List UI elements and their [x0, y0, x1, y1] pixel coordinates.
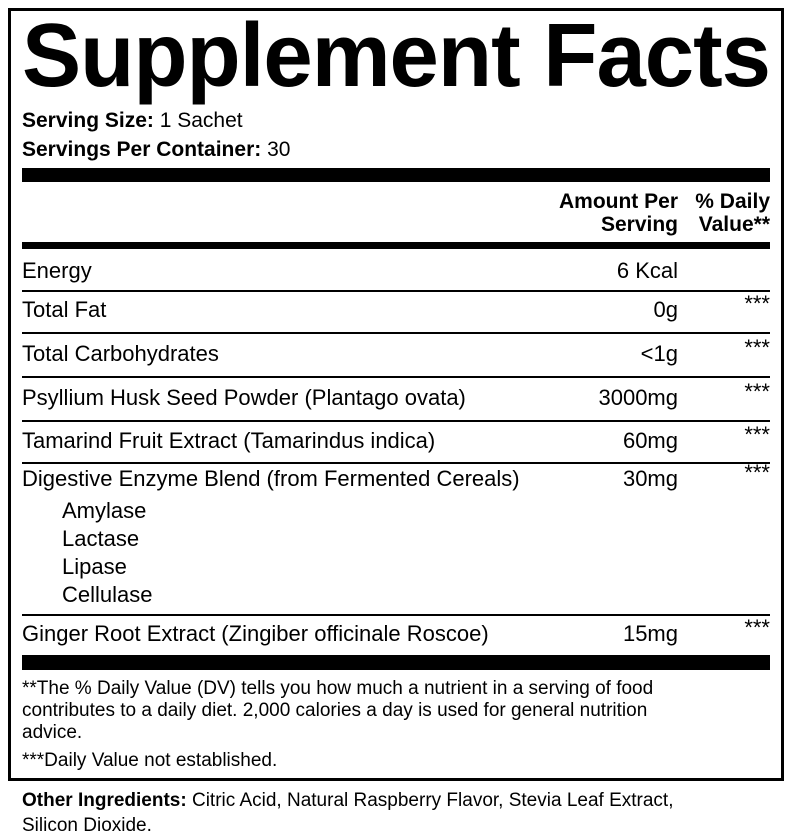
serving-size-label: Serving Size: [22, 109, 154, 132]
nutrient-amount: 60mg [622, 428, 678, 453]
nutrient-name: Energy [22, 258, 92, 283]
nutrient-name: Total Carbohydrates [22, 341, 219, 366]
amount-header: Amount Per Serving [558, 190, 678, 236]
nutrient-amount: 3000mg [598, 385, 678, 410]
thin-divider [22, 332, 770, 334]
other-ingredients-text: Citric Acid, Natural Raspberry Flavor, S… [191, 790, 674, 811]
nutrient-dv: *** [744, 335, 770, 360]
enzyme-item: Amylase [62, 498, 147, 523]
enzyme-item: Cellulase [62, 582, 153, 607]
nutrient-name: Ginger Root Extract (Zingiber officinale… [22, 621, 489, 646]
thin-divider [22, 290, 770, 292]
footnote-line: **The % Daily Value (DV) tells you how m… [22, 678, 654, 699]
nutrient-name: Psyllium Husk Seed Powder (Plantago ovat… [22, 385, 466, 410]
thick-divider [22, 655, 770, 670]
nutrient-amount: 30mg [622, 466, 678, 491]
thin-divider [22, 376, 770, 378]
dv-header: % Daily Value** [695, 190, 770, 236]
nutrient-amount: 0g [653, 297, 678, 322]
nutrient-dv: *** [744, 379, 770, 404]
nutrient-name: Total Fat [22, 297, 107, 322]
nutrient-dv: *** [744, 460, 770, 485]
servings-label: Servings Per Container: [22, 138, 262, 161]
footnote-line: advice. [22, 722, 83, 743]
footnote-line: contributes to a daily diet. 2,000 calor… [22, 700, 648, 721]
nutrient-amount: 6 Kcal [616, 258, 678, 283]
other-ingredients: Other Ingredients: Citric Acid, Natural … [22, 790, 673, 812]
thick-divider [22, 168, 770, 182]
medium-divider [22, 242, 770, 249]
footnote-dv-not-established: ***Daily Value not established. [22, 750, 278, 771]
nutrient-name: Tamarind Fruit Extract (Tamarindus indic… [22, 428, 436, 453]
enzyme-item: Lipase [62, 554, 127, 579]
thin-divider [22, 614, 770, 616]
nutrient-amount: 15mg [622, 621, 678, 646]
servings-value: 30 [267, 138, 291, 161]
other-ingredients-cont: Silicon Dioxide. [22, 815, 152, 836]
nutrient-amount: <1g [640, 341, 678, 366]
panel-title: Supplement Facts [22, 6, 771, 106]
serving-size-value: 1 Sachet [159, 109, 243, 132]
enzyme-item: Lactase [62, 526, 140, 551]
supplement-facts-panel [8, 8, 784, 781]
thin-divider [22, 420, 770, 422]
other-ingredients-label: Other Ingredients: [22, 790, 187, 811]
thin-divider [22, 462, 770, 464]
nutrient-dv: *** [744, 615, 770, 640]
servings-per-container: Servings Per Container: 30 [22, 137, 290, 163]
nutrient-dv: *** [744, 291, 770, 316]
nutrient-dv: *** [744, 422, 770, 447]
nutrient-name: Digestive Enzyme Blend (from Fermented C… [22, 466, 520, 491]
serving-size: Serving Size: 1 Sachet [22, 108, 243, 134]
